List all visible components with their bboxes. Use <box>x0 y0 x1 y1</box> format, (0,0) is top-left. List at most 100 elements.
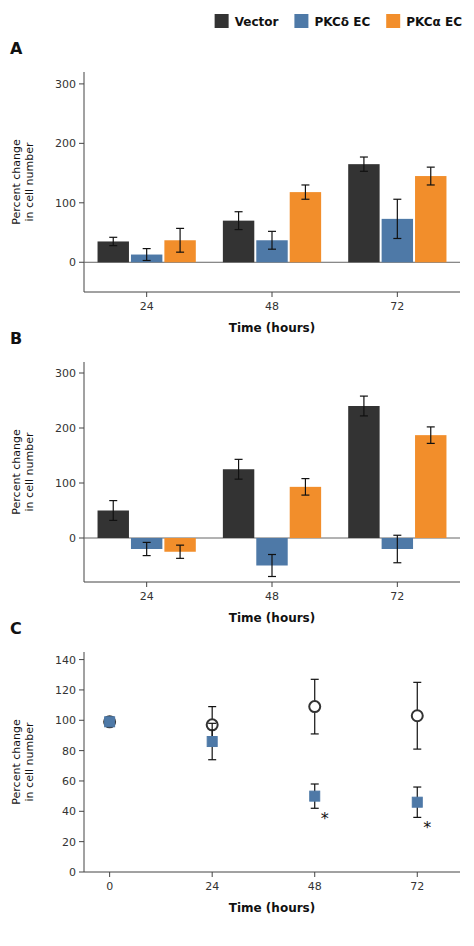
error-cap <box>235 479 243 480</box>
error-cap <box>208 706 216 707</box>
chart-root: A0100200300244872Time (hours)Percent cha… <box>0 0 474 946</box>
error-cap <box>427 426 435 427</box>
y-tick-label: 300 <box>55 367 76 380</box>
error-bar-group <box>143 249 151 261</box>
error-bar <box>146 249 147 261</box>
y-tick <box>79 780 84 781</box>
error-bar-group <box>393 199 401 238</box>
y-tick <box>79 841 84 842</box>
legend-swatch <box>294 14 308 28</box>
error-bar <box>238 459 239 479</box>
error-cap <box>268 231 276 232</box>
y-axis-label: Percent changein cell number <box>10 719 36 805</box>
point <box>207 737 217 747</box>
error-bar <box>397 199 398 238</box>
y-tick-label: 300 <box>55 78 76 91</box>
x-tick-label: 72 <box>410 880 424 893</box>
error-cap <box>109 245 117 246</box>
error-bar-group <box>235 459 243 479</box>
x-tick <box>109 872 110 877</box>
error-cap <box>413 682 421 683</box>
error-cap <box>176 228 184 229</box>
error-cap <box>176 558 184 559</box>
error-bar-group <box>106 717 114 726</box>
y-tick-label: 0 <box>69 866 76 879</box>
y-tick <box>79 83 84 84</box>
error-cap <box>427 167 435 168</box>
error-bar <box>179 545 180 558</box>
error-bar-group <box>106 717 114 726</box>
error-cap <box>235 229 243 230</box>
error-bar <box>146 542 147 555</box>
bar <box>290 192 321 262</box>
y-tick <box>79 483 84 484</box>
x-axis-line <box>84 872 460 873</box>
y-tick-label: 140 <box>55 654 76 667</box>
error-bar-group <box>360 396 368 416</box>
error-cap <box>268 554 276 555</box>
x-tick <box>212 872 213 877</box>
error-bar-group <box>176 545 184 558</box>
y-tick-label: 100 <box>55 477 76 490</box>
x-tick <box>314 872 315 877</box>
y-tick <box>79 428 84 429</box>
error-cap <box>311 808 319 809</box>
error-bar <box>238 212 239 230</box>
y-axis-label-line: in cell number <box>23 142 36 221</box>
error-bar <box>271 231 272 249</box>
error-cap <box>311 733 319 734</box>
legend-swatch <box>215 14 229 28</box>
y-axis-label-line: Percent change <box>10 429 23 515</box>
error-bar-group <box>109 237 117 245</box>
error-bar <box>113 501 114 521</box>
error-cap <box>268 576 276 577</box>
point <box>309 701 320 712</box>
y-tick <box>79 373 84 374</box>
x-tick-label: 72 <box>390 300 404 313</box>
error-bar <box>363 396 364 416</box>
error-bar <box>113 237 114 245</box>
error-bar <box>397 535 398 563</box>
error-cap <box>393 199 401 200</box>
error-bar <box>179 228 180 252</box>
panel-label: A <box>10 39 23 58</box>
error-cap <box>427 184 435 185</box>
y-tick <box>79 872 84 873</box>
y-axis-line <box>84 72 85 292</box>
error-cap <box>176 545 184 546</box>
panel: C0204060801001201400244872**Time (hours)… <box>10 619 461 915</box>
annotation: * <box>321 809 329 828</box>
point <box>412 710 423 721</box>
error-cap <box>393 238 401 239</box>
x-axis-label: Time (hours) <box>229 321 315 335</box>
point <box>104 716 115 727</box>
error-cap <box>413 786 421 787</box>
x-tick <box>272 292 273 297</box>
error-bar-group <box>268 231 276 249</box>
error-cap <box>143 260 151 261</box>
bar <box>348 406 379 538</box>
bar <box>415 435 446 538</box>
error-bar-group <box>301 479 309 496</box>
legend-entry: PKCα EC <box>386 14 462 29</box>
error-bar-group <box>235 212 243 230</box>
y-tick-label: 60 <box>62 775 76 788</box>
y-axis-label-line: in cell number <box>23 432 36 511</box>
panel-label: C <box>10 619 22 638</box>
error-cap <box>360 156 368 157</box>
error-cap <box>109 520 117 521</box>
y-tick-label: 0 <box>69 256 76 269</box>
error-cap <box>393 535 401 536</box>
legend-entry: PKCδ EC <box>294 14 370 29</box>
error-bar <box>430 167 431 185</box>
y-tick-label: 0 <box>69 532 76 545</box>
y-tick <box>79 143 84 144</box>
y-tick-label: 40 <box>62 805 76 818</box>
error-cap <box>143 248 151 249</box>
bar <box>223 469 254 538</box>
error-bar-group <box>143 542 151 555</box>
error-bar <box>363 157 364 171</box>
error-cap <box>208 723 216 724</box>
error-bar-group <box>301 185 309 199</box>
error-bar-group <box>427 167 435 185</box>
